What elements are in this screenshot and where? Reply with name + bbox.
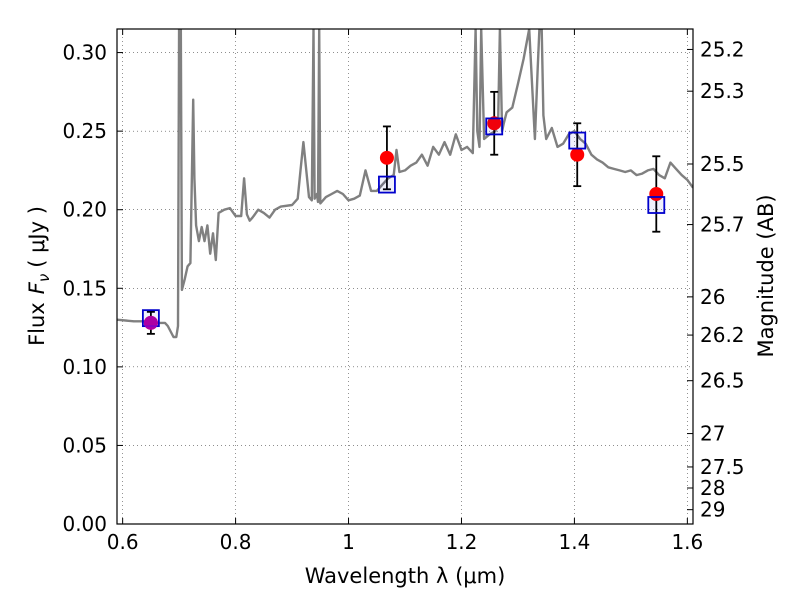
model-photometry-point (647, 196, 666, 214)
x-tick-label: 0.8 (220, 530, 252, 554)
y2-tick-label: 26.2 (700, 323, 745, 347)
y-tick-label: 0.30 (62, 41, 107, 65)
plot-area (117, 29, 693, 339)
x-tick-label: 1.6 (671, 530, 703, 554)
y-tick-label: 0.05 (62, 433, 107, 457)
plot-frame (116, 28, 694, 525)
y-axis-label-subscript: ν (35, 274, 53, 282)
y-axis-label-prefix: Flux (25, 302, 49, 346)
x-tick-label: 0.6 (107, 530, 139, 554)
observed-point (379, 150, 394, 165)
y2-tick-label: 28 (700, 476, 725, 500)
model-photometry-point (485, 117, 504, 136)
y2-tick-label: 25.7 (700, 213, 745, 237)
y2-tick-label: 25.5 (700, 152, 745, 176)
model-photometry-point (378, 175, 396, 194)
y-tick-label: 0.10 (62, 355, 107, 379)
model-spectrum-line (117, 29, 693, 339)
y-tick-label: 0.15 (62, 276, 107, 300)
observed-point (570, 147, 585, 162)
y2-tick-label: 29 (700, 498, 725, 522)
y2-tick-label: 27.5 (700, 455, 745, 479)
y2-axis-label: Magnitude (AB) (754, 194, 778, 357)
x-tick-label: 1 (342, 530, 355, 554)
axes: 0.6 0.8 1 1.2 1.4 1.6 0.00 0.05 0.10 0.15 0.20 0.25… (62, 29, 745, 554)
observed-point-overlap (143, 315, 158, 330)
y-tick-label: 0.00 (62, 512, 107, 536)
y2-tick-label: 27 (700, 422, 725, 446)
x-tick-label: 1.4 (559, 530, 591, 554)
y2-tick-label: 25.2 (700, 37, 745, 61)
y-tick-label: 0.20 (62, 198, 107, 222)
y2-tick-label: 26.5 (700, 369, 745, 393)
y2-tick-label: 25.3 (700, 79, 745, 103)
y-tick-label: 0.25 (62, 119, 107, 143)
observed-point (487, 116, 502, 131)
x-tick-label: 1.2 (446, 530, 478, 554)
y-axis-label: Flux Fν ( μJy ) (25, 206, 53, 346)
y2-tick-label: 26 (700, 285, 725, 309)
model-photometry-point (568, 131, 587, 150)
x-axis-label: Wavelength λ (μm) (305, 564, 506, 588)
y-axis-label-symbol: F (25, 281, 49, 294)
y-axis-label-suffix: ( μJy ) (25, 206, 49, 268)
